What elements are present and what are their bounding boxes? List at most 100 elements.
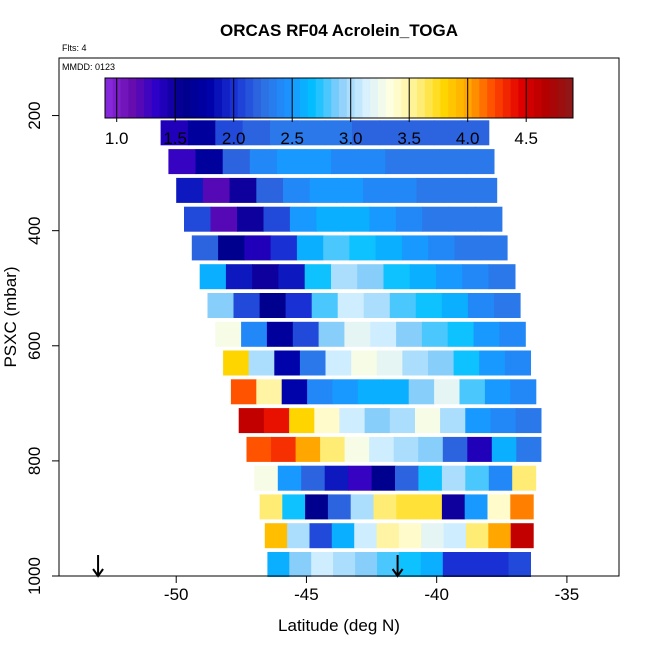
heatmap-cell (287, 523, 311, 549)
heatmap-cell (412, 149, 441, 175)
heatmap-row (160, 120, 490, 146)
colorbar-swatch (354, 78, 363, 118)
heatmap-cell (304, 264, 332, 290)
y-tick-label: 1000 (25, 557, 44, 595)
heatmap-cell (336, 177, 364, 203)
heatmap-cell (233, 293, 261, 318)
heatmap-cell (376, 350, 403, 376)
heatmap-cell (466, 523, 489, 549)
colorbar-swatch (284, 78, 293, 118)
heatmap-row (259, 494, 534, 520)
heatmap-cell (358, 149, 386, 175)
y-axis-label: PSXC (mbar) (1, 266, 20, 367)
x-tick-label: -40 (424, 585, 449, 604)
colorbar-swatch (370, 78, 379, 118)
heatmap-cell (323, 235, 351, 261)
colorbar-tick-label: 1.0 (105, 129, 129, 148)
heatmap-cell (379, 120, 408, 146)
heatmap-cell (369, 436, 395, 462)
heatmap-cell (441, 465, 466, 491)
heatmap-cell (283, 177, 311, 203)
heatmap-cell (396, 321, 423, 347)
heatmap-cell (441, 494, 466, 520)
colorbar-swatch (128, 78, 137, 118)
colorbar-swatch (175, 78, 184, 118)
colorbar-tick-label: 3.0 (339, 129, 363, 148)
heatmap-cell (462, 264, 490, 290)
heatmap-cell (516, 436, 542, 462)
heatmap-cell (420, 552, 444, 577)
colorbar-swatch (541, 78, 551, 118)
colorbar-swatch (261, 78, 270, 118)
colorbar-swatch (144, 78, 153, 118)
heatmap-cell (510, 523, 534, 549)
heatmap-cell (376, 523, 400, 549)
heatmap-cell (419, 494, 443, 520)
colorbar-swatch (479, 78, 488, 118)
colorbar-swatch (206, 78, 215, 118)
colorbar-swatch (339, 78, 348, 118)
heatmap-cell (389, 408, 416, 434)
heatmap-cell (490, 408, 517, 434)
heatmap-cell (223, 350, 250, 376)
heatmap-cell (383, 264, 411, 290)
colorbar-swatch (424, 78, 434, 118)
colorbar-swatch (151, 78, 161, 118)
colorbar-swatch (214, 78, 223, 118)
heatmap-cell (465, 408, 492, 434)
heatmap-cell (402, 350, 429, 376)
heatmap-cell (440, 408, 466, 434)
heatmap-cell (439, 149, 468, 175)
colorbar-swatch (401, 78, 410, 118)
heatmap-cell (301, 465, 326, 491)
heatmap-cell (442, 552, 466, 577)
heatmap-cell (274, 350, 301, 376)
heatmap-cell (473, 321, 500, 347)
x-axis-label: Latitude (deg N) (278, 616, 400, 635)
heatmap-cell (428, 235, 456, 261)
heatmap-cell (271, 436, 297, 462)
heatmap-cell (479, 350, 506, 376)
heatmap-cell (442, 436, 468, 462)
heatmap-cell (510, 494, 534, 520)
colorbar-swatch (456, 78, 465, 118)
heatmap-cell (443, 523, 467, 549)
axes: -50 -45 -40 -35 200 400 600 800 1000 (25, 101, 579, 604)
heatmap-cell (289, 552, 312, 577)
heatmap-cell (314, 408, 341, 434)
heatmap-row (230, 379, 537, 405)
colorbar-swatch (495, 78, 504, 118)
colorbar-swatch (417, 78, 426, 118)
colorbar-swatch (315, 78, 324, 118)
heatmap-cell (409, 264, 437, 290)
colorbar-tick-label: 4.0 (456, 129, 480, 148)
heatmap-cell (225, 264, 253, 290)
colorbar-swatch (183, 78, 192, 118)
colorbar-tick-label: 3.5 (397, 129, 421, 148)
heatmap-cell (398, 523, 422, 549)
heatmap-row (264, 523, 534, 549)
colorbar-swatch (331, 78, 340, 118)
colorbar-swatch (276, 78, 285, 118)
colorbar-swatch (385, 78, 395, 118)
heatmap-cell (176, 177, 204, 203)
heatmap-cell (270, 120, 298, 146)
colorbar-swatch (518, 78, 527, 118)
heatmap-cell (297, 120, 326, 146)
heatmap-cell (371, 465, 396, 491)
x-tick-label: -45 (294, 585, 319, 604)
heatmap-cell (350, 494, 375, 520)
heatmap-cell (389, 177, 418, 203)
heatmap-cell (295, 436, 321, 462)
heatmap-cell (202, 177, 231, 203)
heatmap-cell (184, 206, 212, 232)
heatmap-cell (267, 552, 290, 577)
heatmap-cell (461, 120, 490, 146)
heatmap-cell (218, 235, 245, 261)
colorbar-swatch (120, 78, 129, 118)
heatmap-cell (277, 465, 302, 491)
heatmap-cell (331, 149, 359, 175)
colorbar-swatch (362, 78, 371, 118)
heatmap-cell (515, 408, 542, 434)
heatmap-cell (464, 494, 489, 520)
